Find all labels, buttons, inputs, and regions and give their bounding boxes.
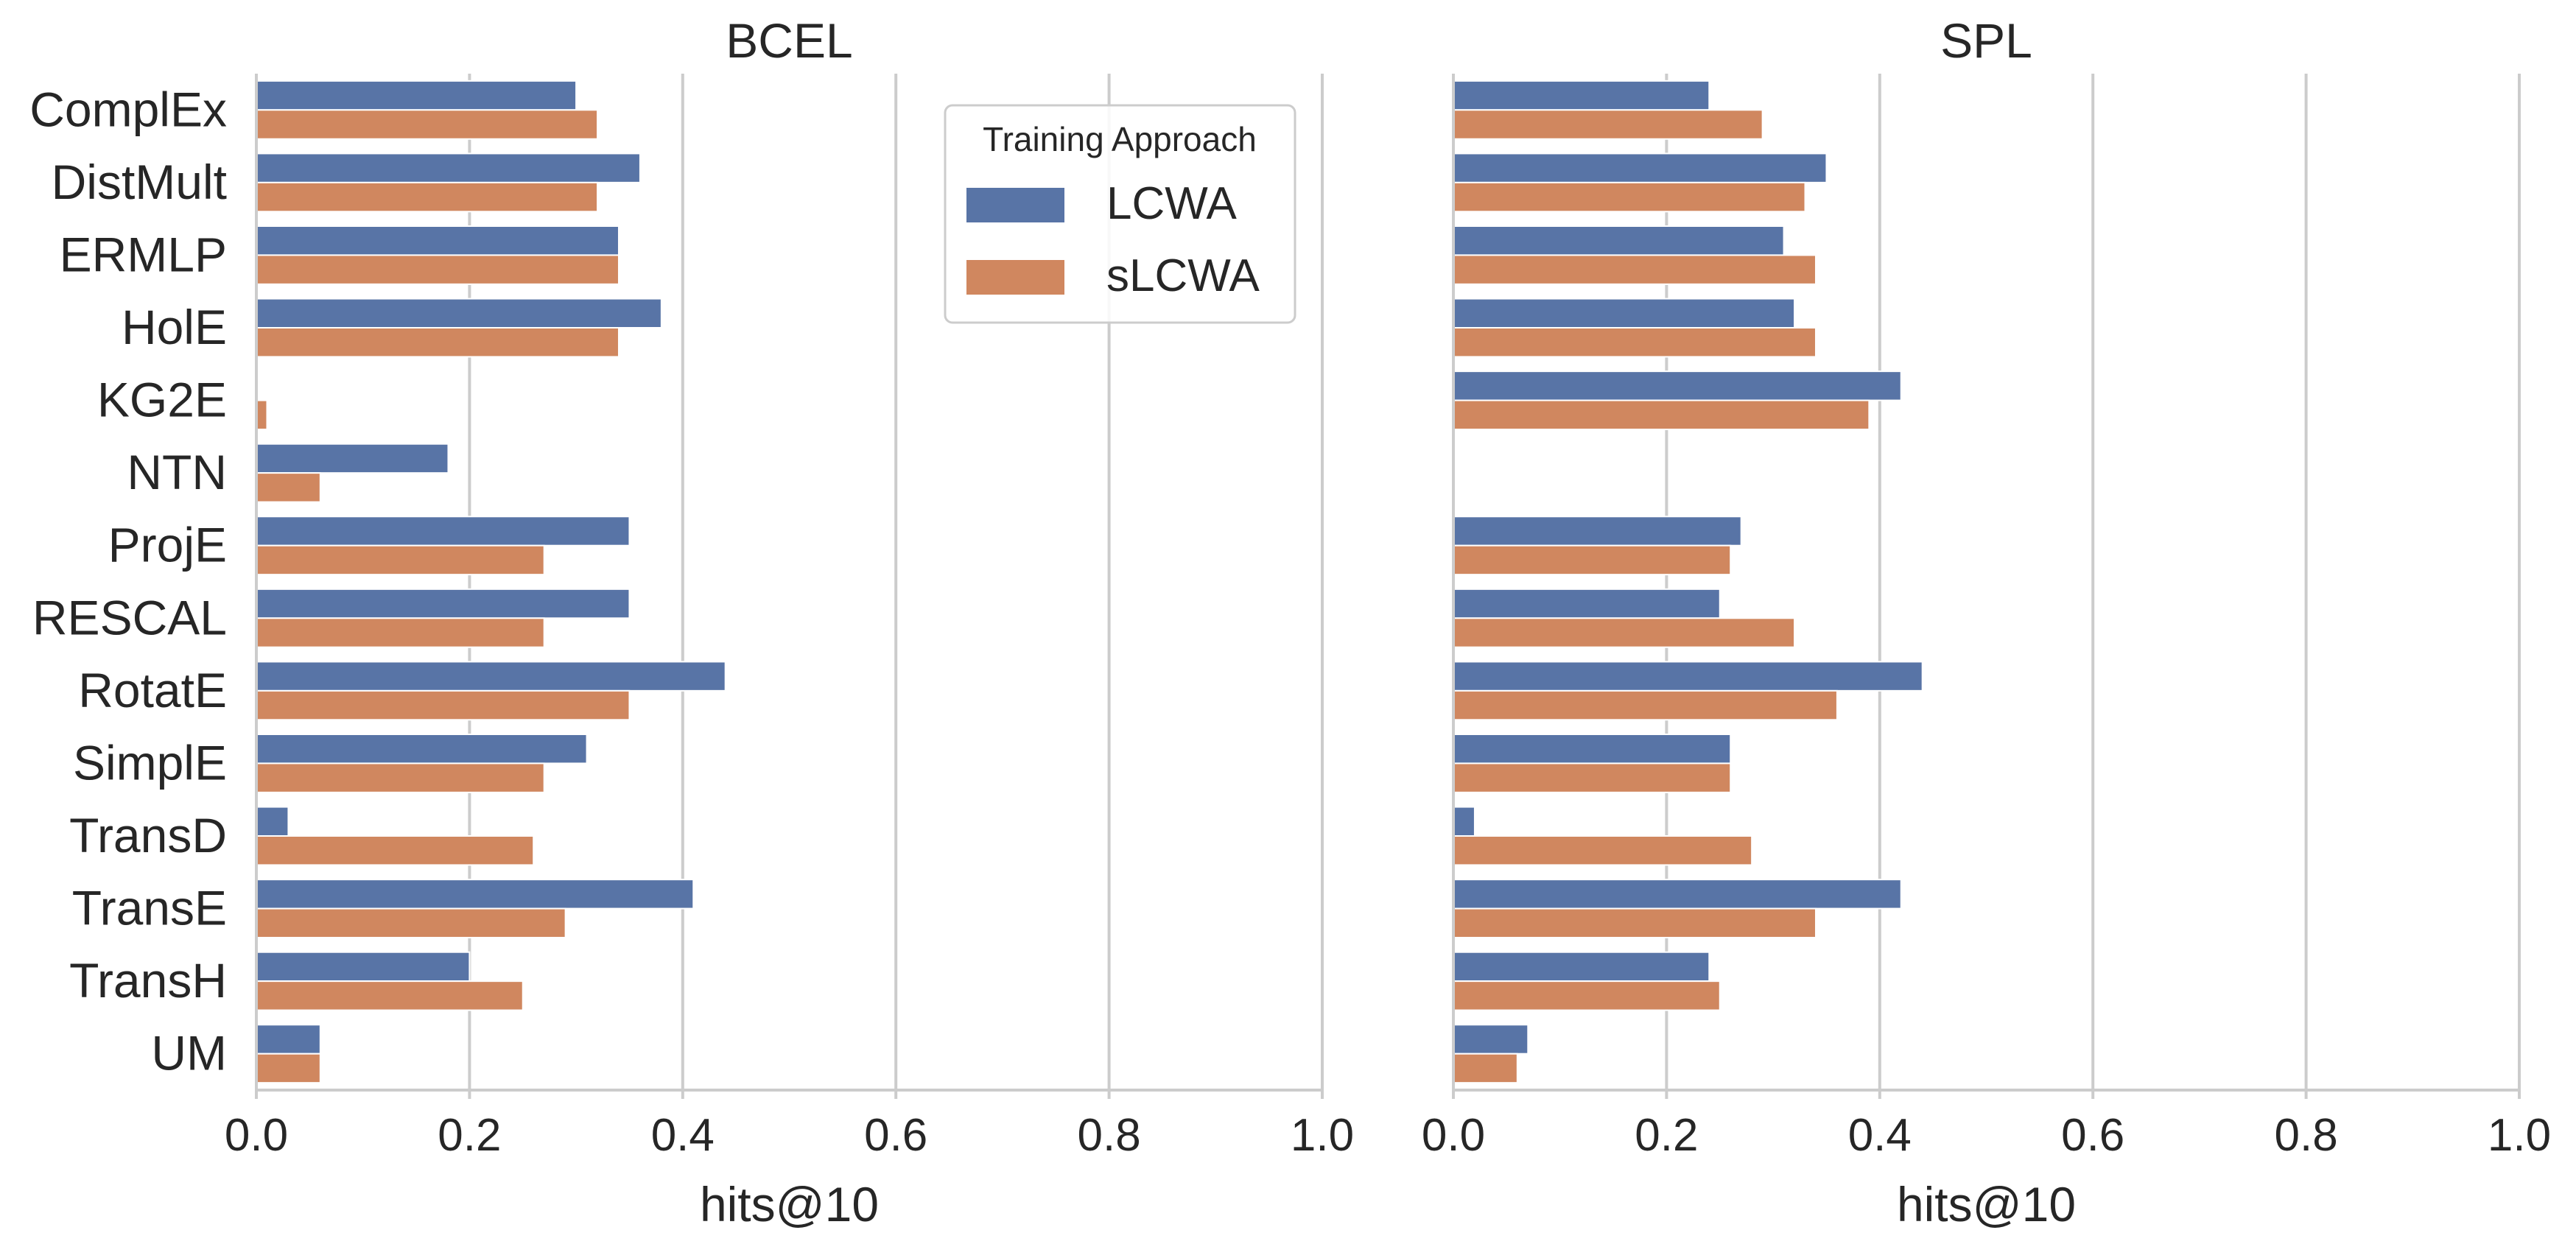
bar-slcwa [1453, 980, 1721, 1011]
bar-slcwa [1453, 907, 1817, 938]
bar-lcwa [256, 734, 588, 765]
bar-lcwa [256, 951, 471, 983]
panel-title: SPL [1940, 13, 2032, 68]
bar-slcwa [256, 1053, 321, 1084]
bar-slcwa [1453, 254, 1817, 285]
bar-lcwa [1453, 80, 1710, 111]
legend-label-slcwa: sLCWA [1106, 250, 1260, 301]
bar-lcwa [1453, 661, 1923, 692]
bar-lcwa [1453, 1024, 1529, 1055]
bar-lcwa [1453, 879, 1902, 910]
legend-swatch-lcwa [966, 188, 1064, 222]
x-axis-label: hits@10 [1897, 1177, 2076, 1231]
bar-slcwa [1453, 399, 1870, 430]
bar-lcwa [256, 298, 662, 329]
bar-lcwa [256, 225, 620, 256]
bar-slcwa [1453, 689, 1838, 721]
bar-slcwa [256, 617, 545, 648]
x-tick-label: 0.4 [651, 1110, 715, 1161]
y-tick-label: KG2E [97, 373, 227, 427]
y-tick-label: ComplEx [29, 82, 227, 136]
y-tick-label: TransH [69, 953, 227, 1008]
bar-slcwa [256, 835, 535, 866]
chart-panel-bcel: 0.0 0.2 0.4 0.6 0.8 1.0 ComplEx DistMult ERMLP Ho… [29, 13, 1354, 1231]
y-tick-label: RESCAL [32, 590, 227, 644]
bar-slcwa [256, 980, 524, 1011]
bar-lcwa [256, 443, 449, 474]
bar-lcwa [1453, 951, 1710, 983]
bar-slcwa [1453, 1053, 1518, 1084]
bar-slcwa [1453, 327, 1817, 358]
x-tick-label: 0.4 [1848, 1110, 1912, 1161]
bar-slcwa [256, 907, 566, 938]
legend: Training Approach LCWA sLCWA [944, 104, 1296, 324]
x-tick-label: 0.0 [1422, 1110, 1485, 1161]
bar-slcwa [256, 254, 620, 285]
bar-slcwa [256, 399, 268, 430]
bar-slcwa [1453, 762, 1732, 793]
bar-lcwa [256, 1024, 321, 1055]
bar-lcwa [1453, 152, 1828, 183]
bar-lcwa [256, 879, 695, 910]
x-axis-label: hits@10 [700, 1177, 879, 1231]
y-tick-label: UM [151, 1026, 227, 1080]
bar-lcwa [1453, 225, 1785, 256]
bar-slcwa [256, 327, 620, 358]
bar-lcwa [256, 516, 631, 547]
x-tick-label: 0.6 [2061, 1110, 2124, 1161]
y-tick-label: ProjE [108, 518, 227, 572]
panel-title: BCEL [726, 13, 852, 68]
bar-lcwa [1453, 734, 1732, 765]
bar-lcwa [256, 80, 578, 111]
y-tick-label: SimplE [73, 735, 227, 790]
bar-lcwa [1453, 806, 1475, 837]
bar-lcwa [1453, 516, 1742, 547]
bar-lcwa [256, 152, 641, 183]
x-tick-label: 0.2 [1635, 1110, 1698, 1161]
bar-lcwa [256, 588, 631, 619]
y-tick-label: ERMLP [60, 227, 227, 281]
bar-slcwa [256, 689, 631, 721]
y-tick-label: RotatE [78, 663, 227, 717]
y-tick-label: HolE [122, 300, 227, 354]
bar-lcwa [1453, 588, 1721, 619]
x-tick-label: 0.8 [2274, 1110, 2337, 1161]
bar-slcwa [256, 109, 599, 140]
chart-panel-spl: 0.0 0.2 0.4 0.6 0.8 1.0 SPL hits@10 [1422, 13, 2551, 1231]
x-tick-label: 0.0 [225, 1110, 288, 1161]
y-tick-label: TransD [69, 808, 227, 862]
x-tick-label: 0.2 [438, 1110, 501, 1161]
y-tick-label: DistMult [52, 155, 227, 209]
bar-slcwa [1453, 544, 1732, 576]
legend-title: Training Approach [983, 120, 1257, 158]
legend-swatch-slcwa [966, 260, 1064, 295]
bar-lcwa [256, 661, 726, 692]
y-tick-label: TransE [72, 881, 227, 935]
bar-slcwa [256, 544, 545, 576]
bar-lcwa [256, 806, 289, 837]
bar-slcwa [256, 472, 321, 503]
bar-slcwa [256, 181, 599, 213]
x-tick-label: 1.0 [2488, 1110, 2551, 1161]
x-tick-label: 0.6 [864, 1110, 927, 1161]
legend-label-lcwa: LCWA [1106, 178, 1237, 229]
x-tick-label: 1.0 [1291, 1110, 1354, 1161]
bar-slcwa [256, 762, 545, 793]
x-tick-label: 0.8 [1077, 1110, 1140, 1161]
bar-lcwa [1453, 370, 1902, 401]
bar-slcwa [1453, 617, 1796, 648]
bar-slcwa [1453, 109, 1763, 140]
bar-slcwa [1453, 835, 1753, 866]
y-tick-label: NTN [127, 445, 227, 499]
bar-lcwa [1453, 298, 1796, 329]
bar-slcwa [1453, 181, 1806, 213]
